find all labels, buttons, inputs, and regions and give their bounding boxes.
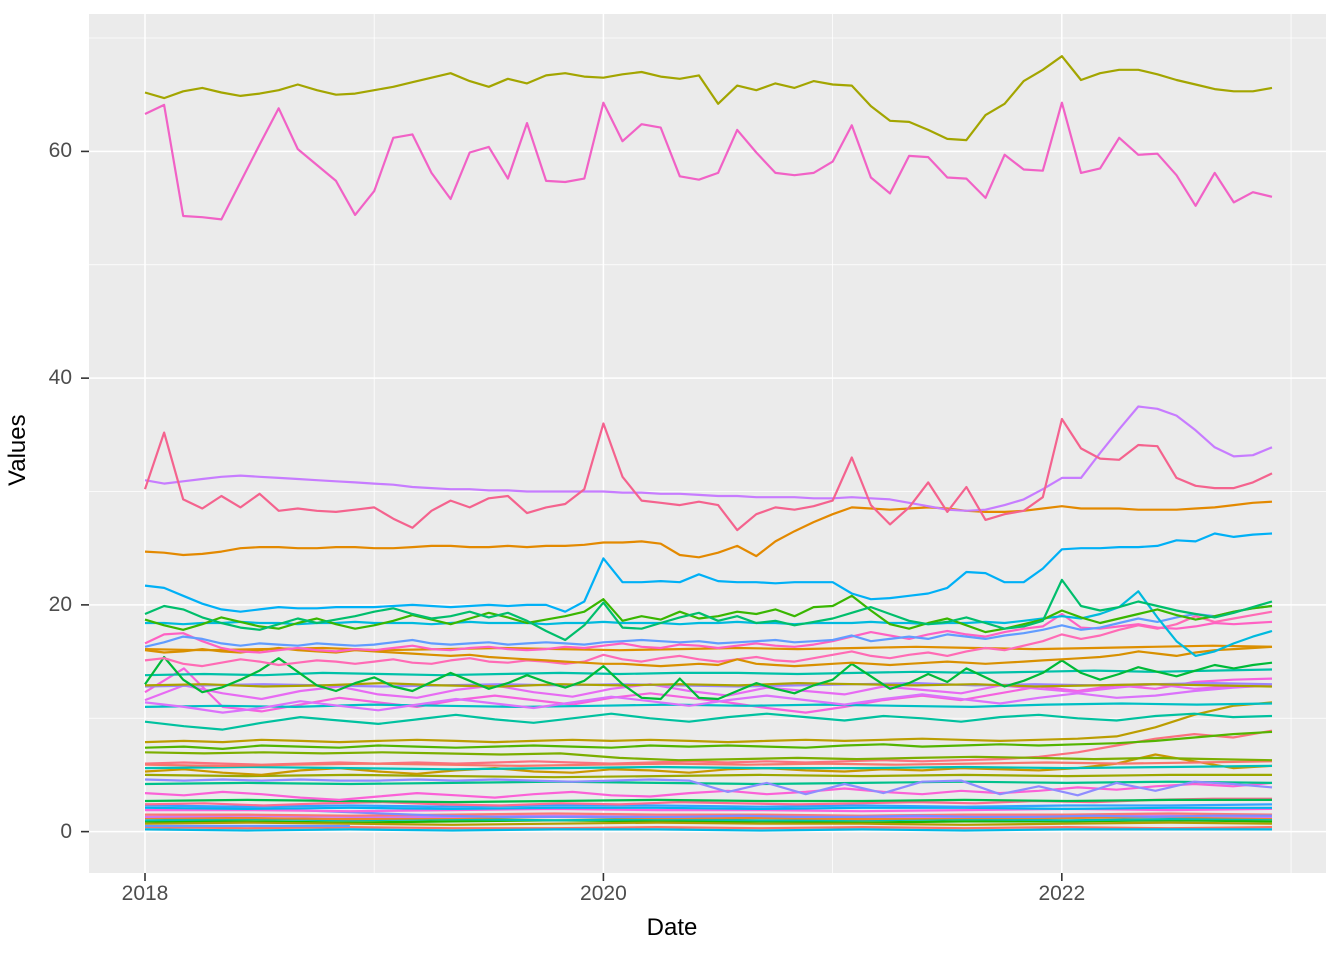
series-47-line bbox=[144, 828, 1272, 832]
series-14-line bbox=[144, 655, 1273, 701]
x-tick-label: 2022 bbox=[1038, 882, 1086, 905]
series-46-line bbox=[145, 819, 1273, 824]
series-16-line bbox=[144, 681, 1273, 688]
x-axis-title: Date bbox=[646, 914, 698, 941]
series-06-line bbox=[144, 532, 1273, 613]
series-27-line bbox=[144, 729, 1273, 766]
plot-panel bbox=[89, 14, 1326, 873]
series-43-line bbox=[144, 817, 1272, 822]
x-tick-label: 2018 bbox=[121, 882, 169, 905]
series-21-line bbox=[144, 712, 1273, 731]
series-31-line bbox=[144, 778, 1273, 797]
series-49-line bbox=[144, 644, 1273, 652]
series-37-line bbox=[144, 806, 1272, 811]
series-35-line bbox=[144, 797, 1272, 807]
series-05-line bbox=[144, 500, 1273, 559]
series-15-line bbox=[144, 668, 1273, 677]
series-24-line bbox=[144, 730, 1273, 751]
series-44-line bbox=[144, 821, 1273, 826]
series-04-line bbox=[144, 405, 1273, 512]
y-tick-label: 60 bbox=[48, 139, 72, 163]
y-tick-label: 20 bbox=[48, 592, 72, 616]
series-30-line bbox=[144, 773, 1272, 779]
series-12-line bbox=[144, 645, 1273, 668]
series-07-line bbox=[144, 578, 1273, 642]
series-26-line bbox=[144, 760, 1273, 768]
series-48-line bbox=[144, 825, 1273, 830]
series-19-line bbox=[144, 684, 1273, 714]
series-36-line bbox=[144, 803, 1273, 808]
series-11-line bbox=[144, 612, 1273, 654]
series-03-line bbox=[143, 417, 1273, 532]
series-01-line bbox=[144, 55, 1273, 142]
series-32-line bbox=[144, 780, 1273, 786]
y-tick-label: 0 bbox=[60, 819, 72, 843]
series-18-line bbox=[144, 683, 1273, 702]
series-34-line bbox=[144, 798, 1272, 804]
series-28-line bbox=[144, 764, 1273, 771]
x-tick-label: 2020 bbox=[580, 882, 627, 905]
series-23-line bbox=[144, 701, 1273, 744]
series-13-line bbox=[144, 610, 1273, 668]
series-33-line bbox=[144, 781, 1273, 802]
series-22-line bbox=[144, 667, 1273, 714]
series-02-line bbox=[144, 101, 1273, 221]
series-40-line bbox=[145, 812, 1273, 817]
series-10-line bbox=[144, 604, 1273, 648]
y-tick-label: 40 bbox=[48, 366, 72, 390]
series-25-line bbox=[144, 751, 1273, 762]
series-42-line bbox=[145, 815, 1273, 821]
